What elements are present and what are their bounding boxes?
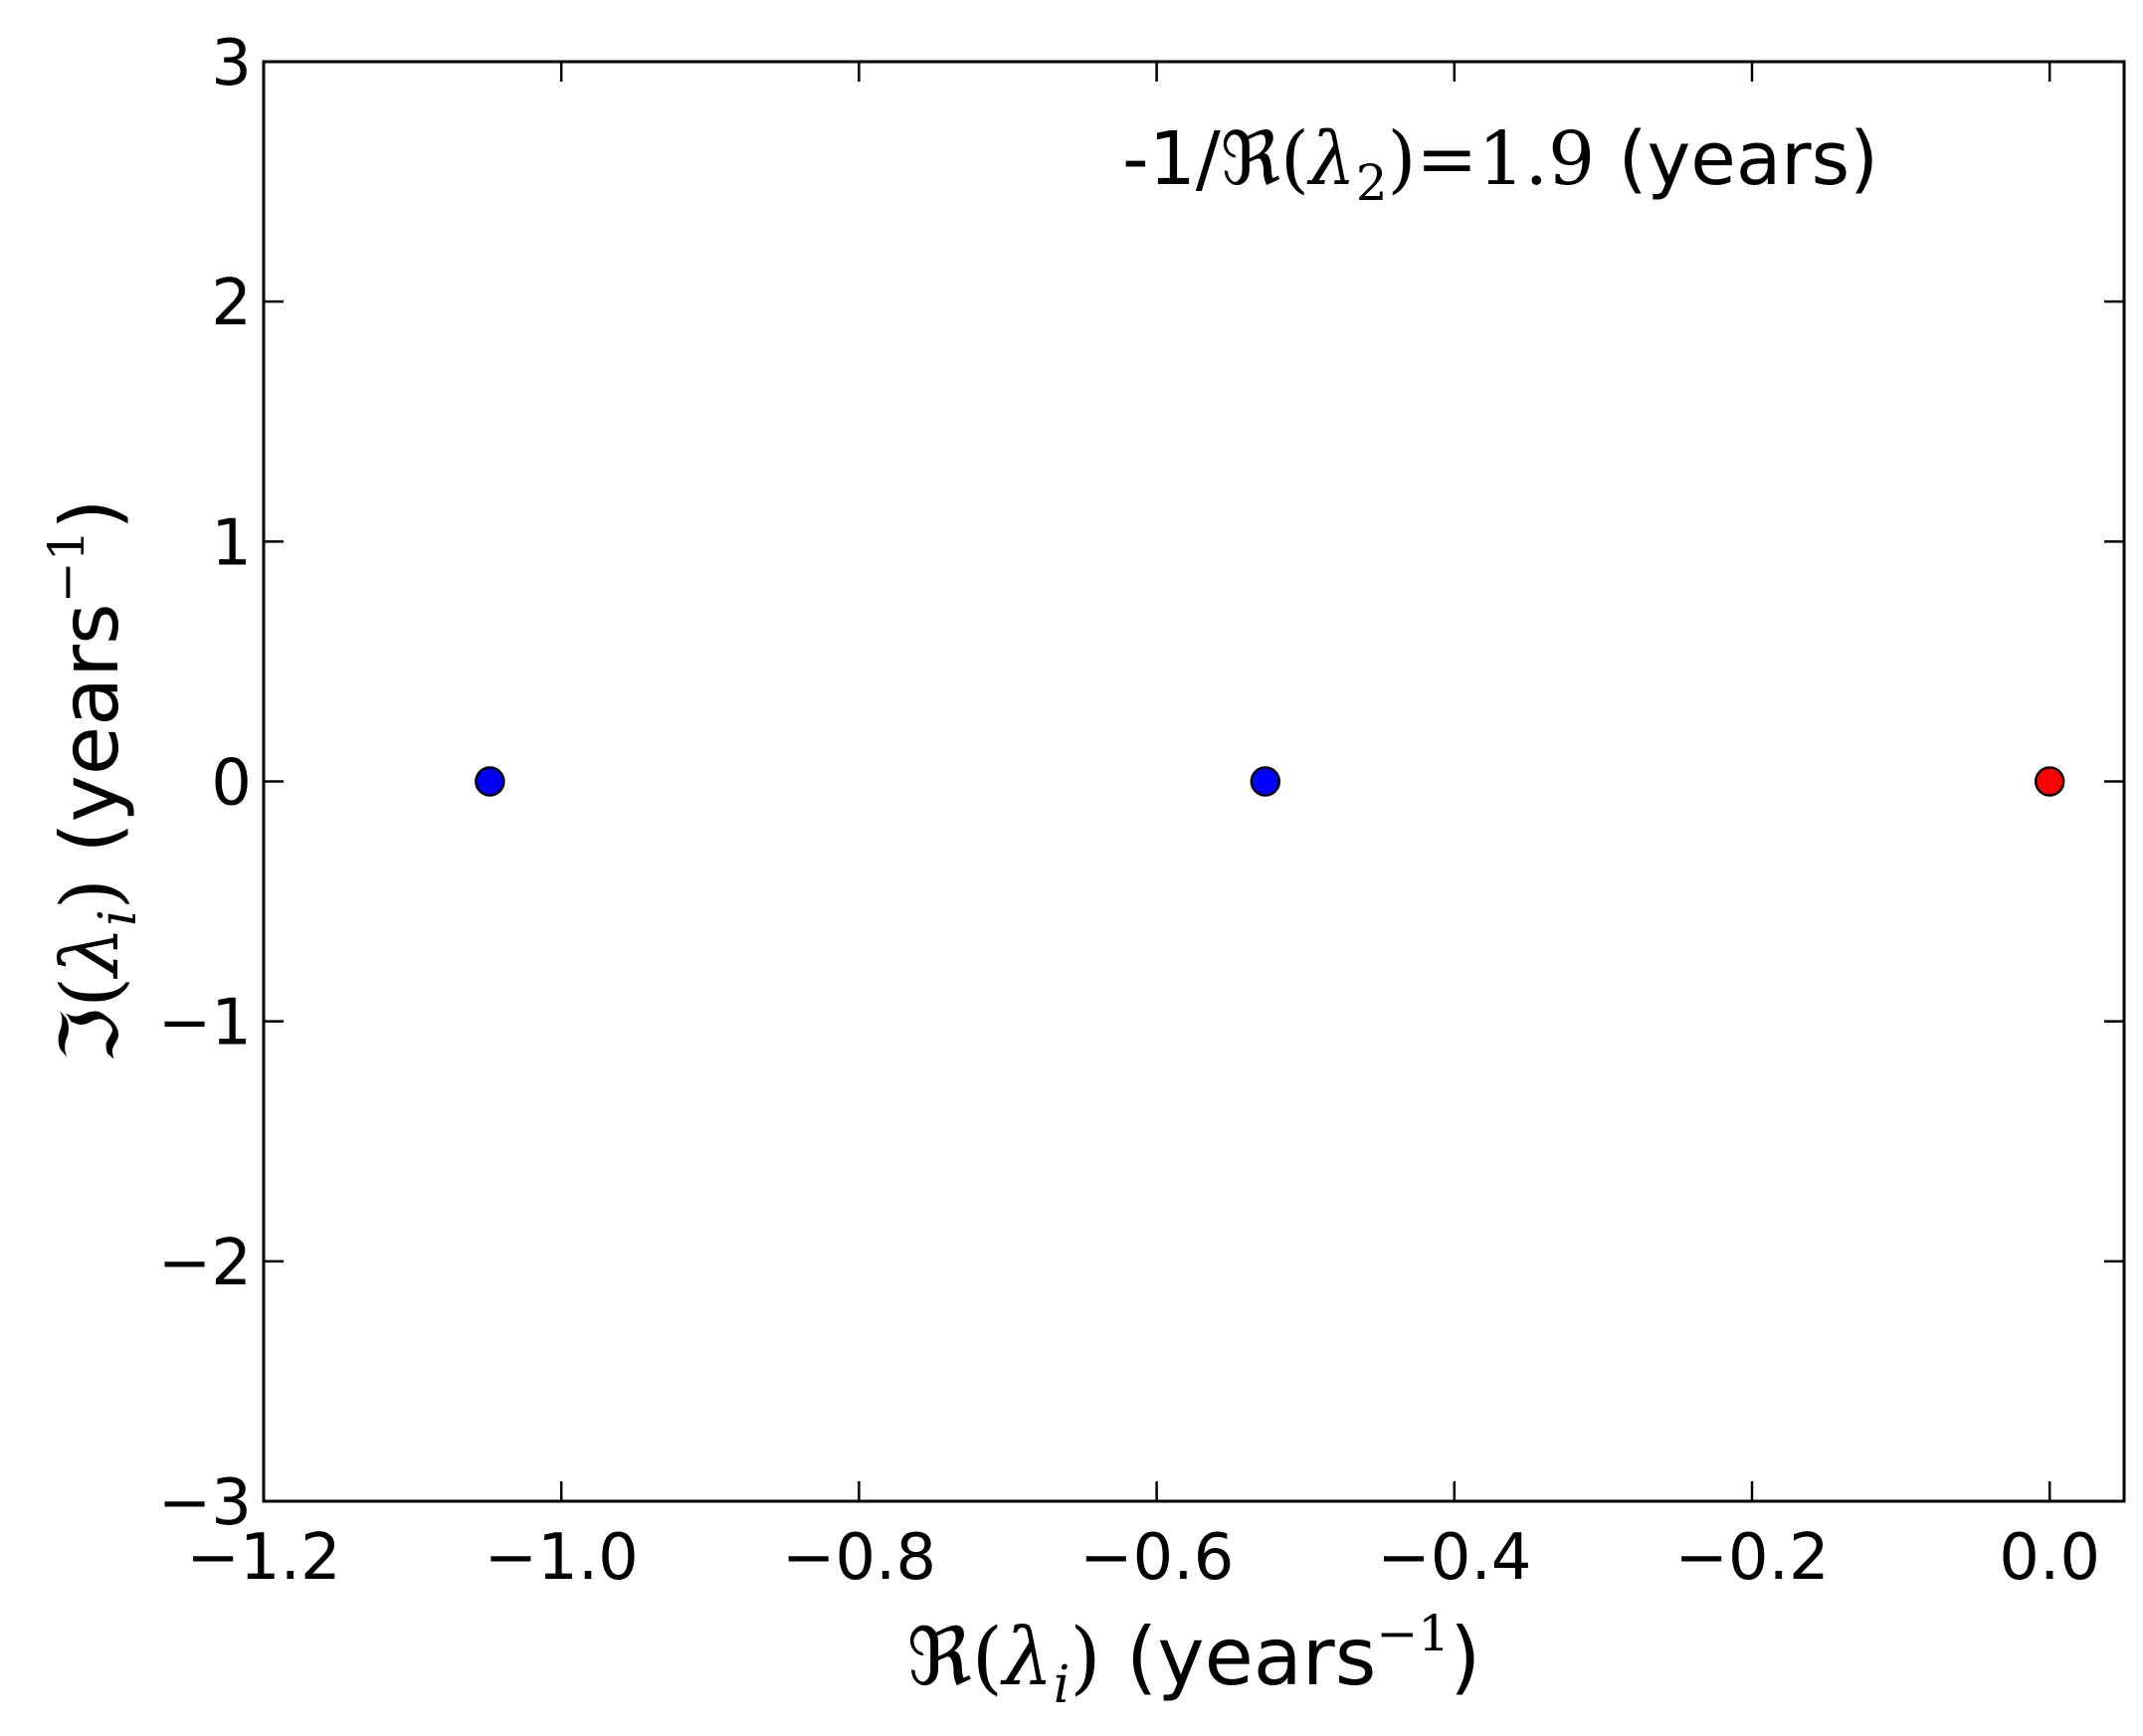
x-tick-label: −0.2 [1674, 1521, 1829, 1595]
y-tick-label: 0 [211, 747, 252, 821]
x-tick-label: −0.8 [782, 1521, 936, 1595]
data-points [475, 766, 2065, 797]
axis-ticks [262, 60, 2124, 1503]
x-tick-label: −1.0 [484, 1521, 638, 1595]
y-tick-label: −1 [158, 987, 252, 1061]
data-point [1250, 766, 1281, 797]
x-tick-label: −0.6 [1079, 1521, 1234, 1595]
y-tick-label: 1 [211, 506, 252, 580]
x-tick-label: −1.2 [186, 1521, 340, 1595]
y-tick-label: 3 [211, 27, 252, 100]
y-tick-label: −3 [158, 1466, 252, 1540]
plot-frame [262, 60, 2126, 1503]
y-tick-label: −2 [158, 1227, 252, 1300]
x-tick-label: −0.4 [1377, 1521, 1531, 1595]
data-point [2034, 766, 2065, 797]
x-tick-label: 0.0 [1999, 1521, 2100, 1595]
y-axis-label: ℑ(λi) (years−1) [38, 498, 148, 1062]
axis-tick-labels: −1.2 −1.0 −0.8 −0.6 −0.4 −0.2 0.0 −3 −2 −1 0 1 2 3 [158, 27, 2100, 1595]
x-axis-label: ℜ(λi) (years−1) [907, 1605, 1481, 1715]
data-point [475, 766, 505, 797]
annotation: -1/ℜ(λ2)=1.9 (years) [1122, 116, 1878, 212]
y-tick-label: 2 [211, 267, 252, 340]
plot-area [264, 62, 2124, 1501]
